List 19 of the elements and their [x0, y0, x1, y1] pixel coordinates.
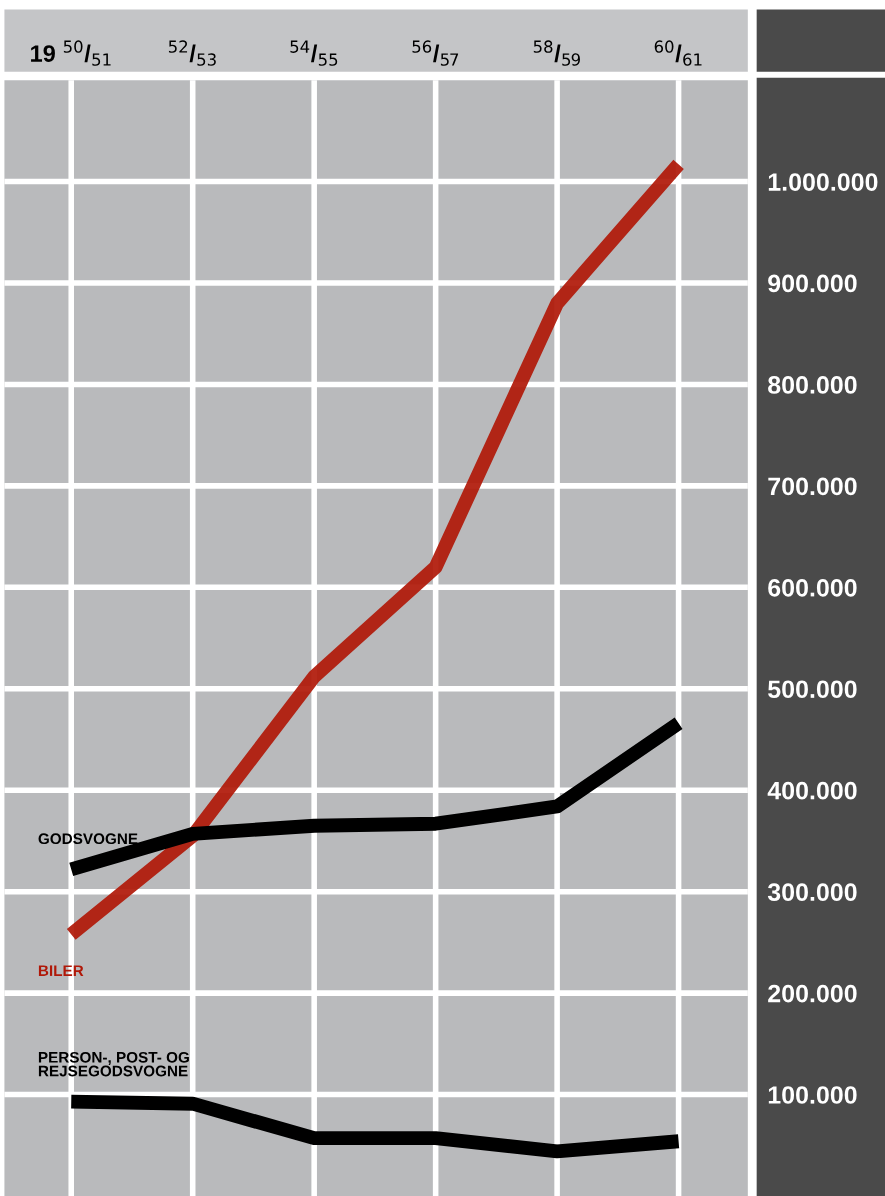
y-tick-label: 900.000	[768, 274, 857, 293]
y-tick-label: 700.000	[768, 477, 857, 496]
y-tick-label: 600.000	[768, 578, 857, 597]
x-tick-label: $^{60}$/$_{61}$	[654, 40, 702, 66]
y-tick-label: 200.000	[768, 984, 857, 1003]
y-tick-label: 500.000	[768, 680, 857, 699]
y-tick-label: 100.000	[768, 1086, 857, 1104]
y-tick-label: 800.000	[768, 376, 857, 394]
x-tick-label: $^{54}$/$_{55}$	[290, 40, 338, 66]
x-tick-label: $^{56}$/$_{57}$	[412, 40, 459, 66]
x-tick-label: $^{58}$/$_{59}$	[533, 40, 580, 66]
x-tick-label: 19 $^{50}$/$_{51}$	[31, 40, 111, 66]
y-tick-label: 400.000	[767, 781, 857, 800]
y-tick-label: 300.000	[767, 883, 857, 902]
series-label: PERSON-, POST- OG REJSEGODSVOGNE	[38, 1051, 189, 1077]
y-tick-label: 1.000.000	[768, 173, 878, 191]
x-tick-label: $^{52}$/$_{53}$	[168, 40, 216, 66]
text: BILER	[38, 965, 84, 976]
series-label: GODSVOGNE	[38, 833, 138, 845]
